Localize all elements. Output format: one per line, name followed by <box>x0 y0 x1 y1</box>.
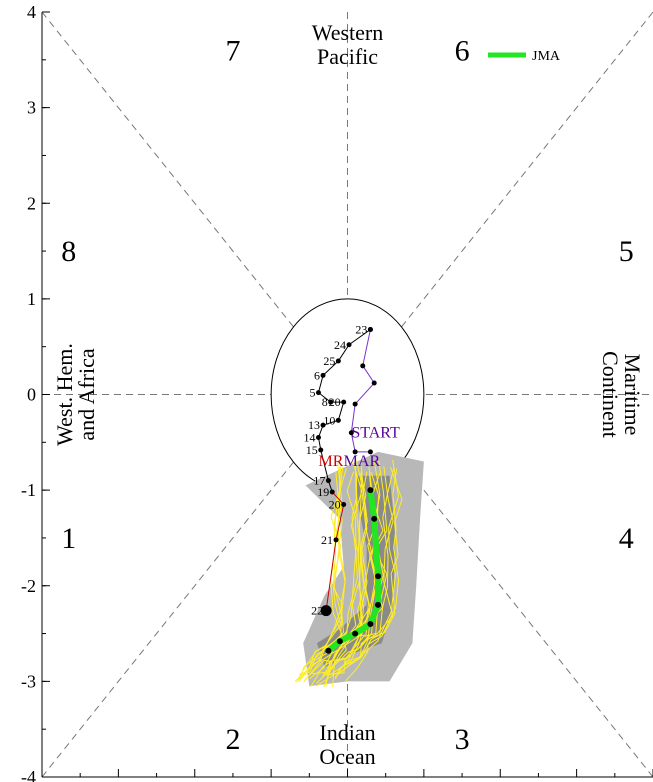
region-label-top-line1: Western <box>312 20 384 45</box>
ensemble-member-track <box>320 460 368 680</box>
ensemble-member-track <box>296 467 342 683</box>
day-label: 5 <box>309 386 315 400</box>
y-tick-label: 0 <box>27 385 36 405</box>
ensemble-member-track <box>298 471 357 683</box>
jma-forecast-point <box>325 647 332 654</box>
y-tick-label: -1 <box>21 480 36 500</box>
observed-point <box>371 380 377 386</box>
observed-point <box>320 372 326 378</box>
observed-point <box>360 363 366 369</box>
observed-point <box>367 326 373 332</box>
ensemble-member-track <box>322 473 384 675</box>
observed-point <box>352 401 358 407</box>
y-tick-label: -3 <box>21 671 36 691</box>
day-label: 6 <box>314 368 320 382</box>
observed-point <box>315 435 321 441</box>
day-label: 10 <box>323 413 335 427</box>
jma-forecast-point <box>375 573 382 580</box>
ensemble-member-track <box>334 466 394 680</box>
day-label: 20 <box>329 395 341 409</box>
day-label: 22 <box>311 604 323 618</box>
jma-forecast-point <box>367 487 374 494</box>
phase-label: 8 <box>61 235 76 268</box>
day-label: 20 <box>329 497 341 511</box>
phase-label: 6 <box>455 34 470 67</box>
observed-point <box>333 537 339 543</box>
y-tick-label: -4 <box>21 767 36 782</box>
jma-forecast-point <box>371 515 378 522</box>
phase-label: 5 <box>619 235 634 268</box>
observed-point <box>320 422 326 428</box>
day-label: 13 <box>308 418 320 432</box>
ensemble-member-track <box>303 461 363 681</box>
legend-label-jma: JMA <box>532 49 561 64</box>
region-label-left-line2: and Africa <box>74 348 99 440</box>
day-label: 25 <box>323 354 335 368</box>
phase-label: 4 <box>619 522 634 555</box>
y-tick-label: -2 <box>21 576 36 596</box>
day-label: 14 <box>303 431 315 445</box>
observed-point <box>320 605 332 617</box>
day-label: 19 <box>317 485 329 499</box>
observed-point <box>318 447 324 453</box>
region-label-top-line2: Pacific <box>317 44 378 69</box>
observed-point <box>346 342 352 348</box>
y-tick-label: 1 <box>27 289 36 309</box>
annotation-label: START <box>351 425 400 442</box>
observed-point <box>325 478 331 484</box>
day-label: 17 <box>313 474 325 488</box>
ensemble-member-track <box>309 471 362 679</box>
phase-label: 3 <box>455 723 470 756</box>
day-label: 15 <box>306 443 318 457</box>
day-label: 23 <box>355 322 367 336</box>
observed-point <box>329 489 335 495</box>
region-label-left-line1: West. Hem. <box>52 343 77 446</box>
jma-forecast-point <box>375 601 382 608</box>
observed-point <box>335 417 341 423</box>
ensemble-member-track <box>323 460 388 676</box>
day-label: 21 <box>321 533 333 547</box>
observed-point <box>367 449 373 455</box>
observed-point <box>352 449 358 455</box>
region-label-bottom-line1: Indian <box>319 720 375 745</box>
day-label: 24 <box>334 338 346 352</box>
ensemble-member-track <box>296 471 346 681</box>
ensemble-member-track <box>345 468 400 682</box>
observed-point <box>341 399 347 405</box>
ensemble-member-track <box>303 472 358 683</box>
observed-point <box>335 358 341 364</box>
observed-point <box>341 501 347 507</box>
region-label-right-line1: Maritime <box>620 354 645 436</box>
day-label: 8 <box>322 395 328 409</box>
phase-label: 1 <box>61 522 76 555</box>
jma-forecast-point <box>352 630 359 637</box>
observed-point <box>315 390 321 396</box>
phase-label: 2 <box>225 723 240 756</box>
y-tick-label: 4 <box>27 2 36 22</box>
ensemble-member-track <box>337 467 395 675</box>
ensemble-member-track <box>323 473 369 688</box>
y-tick-label: 3 <box>27 98 36 118</box>
observed-track-red <box>325 491 345 611</box>
jma-forecast-point <box>367 621 374 627</box>
jma-forecast-point <box>336 638 343 645</box>
ensemble-member-track <box>337 466 403 675</box>
region-label-bottom-line2: Ocean <box>319 744 375 769</box>
y-tick-label: 2 <box>27 193 36 213</box>
phase-label: 7 <box>225 34 240 67</box>
annotation-label: MAR <box>344 453 381 470</box>
observed-point <box>348 430 354 436</box>
region-label-right-line2: Continent <box>598 351 623 438</box>
annotation-label: MR <box>318 453 343 470</box>
observed-point <box>328 399 334 405</box>
